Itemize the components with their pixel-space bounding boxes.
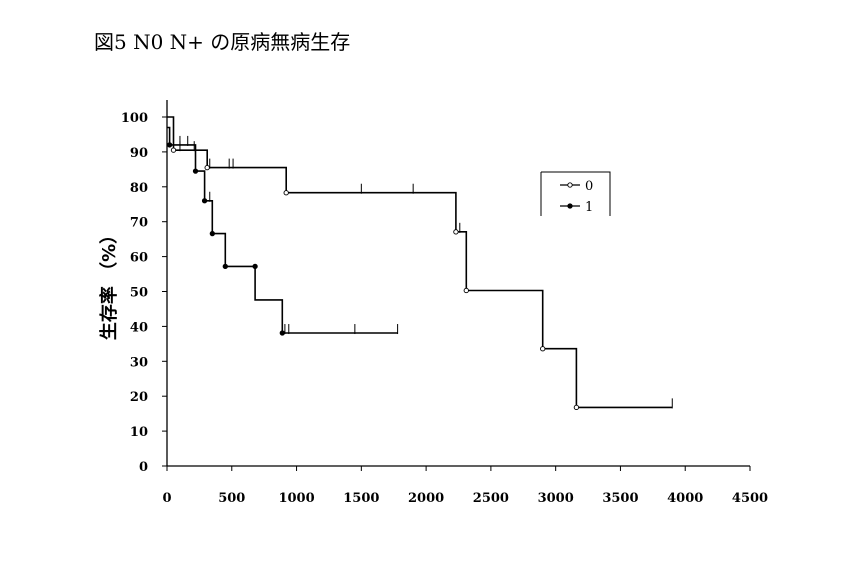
- y-tick-label: 10: [130, 425, 148, 440]
- x-tick-label: 4000: [667, 491, 703, 506]
- data-point-0: [170, 147, 177, 153]
- x-tick-label: 1500: [343, 491, 379, 506]
- legend-label-1: 1: [585, 200, 593, 215]
- x-tick-label: 1000: [278, 491, 314, 506]
- data-point-1: [209, 230, 215, 237]
- x-tick-label: 2000: [408, 491, 444, 506]
- page-title: 図5 N0 N+ の原病無病生存: [94, 30, 351, 54]
- y-tick-label: 0: [139, 460, 148, 475]
- data-point-1: [192, 168, 199, 174]
- y-tick-label: 50: [130, 286, 148, 301]
- data-point-0: [463, 287, 469, 294]
- legend: 01: [540, 171, 611, 216]
- data-point-1: [166, 142, 173, 148]
- data-point-0: [204, 164, 210, 171]
- x-tick-label: 4500: [732, 491, 768, 506]
- legend-marker-0: [567, 182, 573, 188]
- y-tick-label: 20: [130, 390, 148, 405]
- legend-frame: [540, 171, 611, 216]
- data-point-1: [252, 263, 258, 270]
- axes: [166, 100, 750, 467]
- x-tick-label: 3500: [602, 491, 638, 506]
- data-point-0: [540, 346, 546, 352]
- y-tick-label: 30: [130, 355, 148, 370]
- legend-marker-1: [567, 203, 573, 209]
- y-tick-label: 100: [121, 111, 148, 126]
- x-tick-label: 3000: [538, 491, 574, 506]
- x-ticks: 0 500 1000 1500 2000 2500 3000 3500 4000 4500: [162, 466, 768, 506]
- data-point-0: [283, 190, 289, 196]
- series-line-1: [167, 126, 398, 334]
- y-tick-label: 80: [130, 181, 148, 196]
- data-point-1: [279, 330, 285, 336]
- y-axis-label: 生存率 （%）: [98, 226, 120, 340]
- data-point-1: [222, 263, 228, 270]
- data-point-0: [453, 229, 459, 235]
- x-tick-label: 2500: [473, 491, 509, 506]
- y-ticks: 0 10 20 30 40 50 60 70 80 90 100: [121, 111, 167, 475]
- y-tick-label: 60: [130, 251, 148, 266]
- legend-label-0: 0: [585, 179, 593, 194]
- data-point-1: [201, 198, 208, 204]
- y-tick-label: 90: [130, 146, 148, 161]
- y-tick-label: 40: [130, 320, 148, 335]
- x-tick-label: 500: [218, 491, 245, 506]
- series-line-0: [167, 116, 673, 409]
- series-layer: [166, 116, 673, 411]
- x-tick-label: 0: [162, 491, 171, 506]
- y-tick-label: 70: [130, 216, 148, 231]
- data-point-0: [573, 404, 580, 411]
